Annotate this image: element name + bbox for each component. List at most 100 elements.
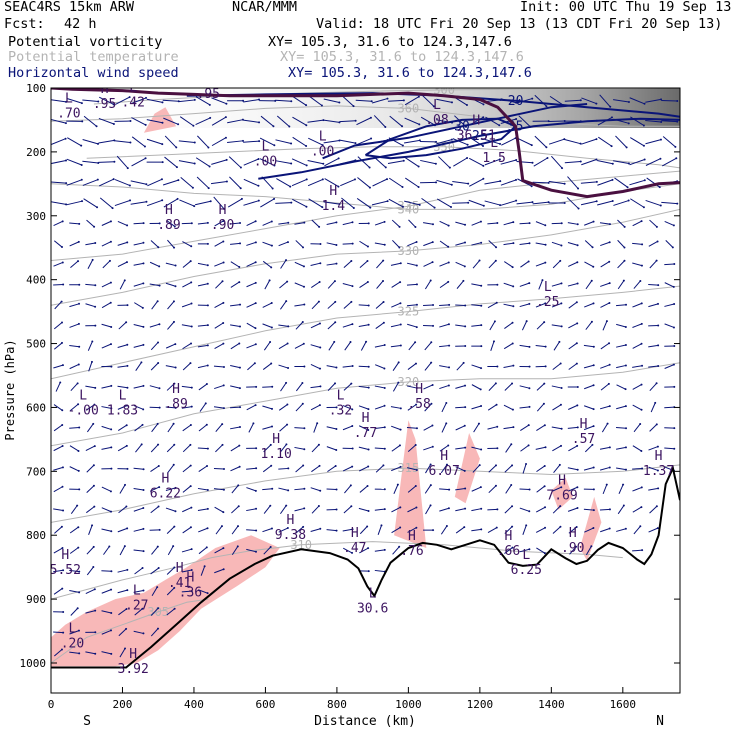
wind-arrow-head [511,546,514,549]
wind-arrow [54,526,63,534]
pv-shaded-regions [51,107,602,667]
wind-arrow-head [270,464,273,467]
wind-arrow [487,404,497,411]
wind-arrow [548,138,565,145]
extremum-value: 6.22 [150,487,181,502]
wind-arrow [279,281,288,289]
wind-arrow-head [627,162,630,165]
wind-arrow [392,239,400,248]
wind-arrow-head [321,144,324,147]
wind-arrow [117,261,128,267]
wind-arrow-head [126,343,129,346]
wind-arrow [87,341,93,351]
wind-arrow-head [639,525,642,528]
wind-arrow-head [368,186,371,189]
wind-arrow [69,526,79,534]
wind-arrow-head [610,116,613,119]
wind-arrow [392,362,400,371]
wind-arrow-head [126,568,129,571]
wind-arrow [645,158,661,166]
wind-arrow-head [189,485,192,488]
wind-arrow [599,94,611,108]
wind-arrow-head [161,143,164,146]
wind-arrow [117,344,128,348]
wind-arrow-head [190,325,193,328]
wind-arrow-head [173,443,176,446]
wind-arrow [115,96,130,105]
wind-arrow-head [238,342,241,345]
wind-arrow [324,157,339,167]
wind-arrow [182,343,192,350]
wind-arrow [214,322,224,329]
wind-arrow-head [271,487,274,490]
wind-arrow-head [92,545,95,548]
extremum-type: H [186,571,194,586]
wind-arrow [374,242,385,246]
wind-arrow-head [528,365,531,368]
wind-arrow [69,303,80,308]
wind-arrow [295,382,303,392]
wind-arrow-head [432,303,435,306]
wind-arrow [374,426,385,429]
wind-arrow-head [544,506,547,509]
x-end-label-right: N [656,714,664,729]
wind-arrow [181,324,192,328]
wind-arrow [503,343,513,350]
wind-arrow [133,549,144,552]
wind-arrow-head [592,527,595,530]
wind-arrow [119,484,126,494]
wind-arrow [473,423,480,433]
wind-arrow [308,137,323,146]
wind-arrow-head [94,609,97,612]
wind-arrow [388,177,403,188]
wind-arrow [632,486,642,492]
extremum-type: L [522,548,530,563]
wind-arrow-head [258,98,261,101]
wind-arrow [278,343,288,350]
wind-arrow [197,283,208,287]
wind-arrow [53,486,63,493]
extremum-value: .00 [311,145,334,160]
wind-arrow-head [576,282,579,285]
wind-arrow [551,324,562,327]
wind-arrow [358,385,369,389]
wind-arrow-head [417,95,420,98]
wind-arrow-head [349,341,352,344]
wind-arrow [468,199,484,207]
wind-arrow-head [627,122,630,125]
wind-arrow [167,464,175,474]
wind-arrow [488,383,497,391]
extremum-type: L [129,81,137,96]
wind-arrow-head [511,382,514,385]
wind-arrow-head [496,365,499,368]
wind-arrow [564,139,581,145]
wind-arrow [567,176,579,189]
wind-arrow-head [140,361,143,364]
wind-arrow [650,402,656,413]
wind-arrow-head [640,264,643,267]
wind-arrow [118,628,127,637]
wind-arrow-head [623,246,626,249]
wind-arrow [536,547,546,554]
wind-arrow-head [305,178,308,181]
wind-arrow [357,156,370,168]
wind-arrow-head [222,321,225,324]
wind-arrow-head [207,187,210,190]
wind-arrow-head [676,120,679,123]
wind-arrow-head [61,547,64,550]
wind-arrow-head [173,586,176,589]
extremum-value: .95 [197,87,220,102]
wind-arrow [535,242,546,246]
wind-arrow-head [659,204,662,207]
wind-arrow [664,303,675,307]
wind-arrow [198,589,208,594]
extremum-type: H [161,472,169,487]
wind-arrow [134,608,143,616]
extremum-type: L [65,91,73,106]
wind-arrow [167,239,175,248]
wind-arrow [66,158,82,166]
wind-arrow [327,465,336,473]
wind-arrow [101,629,112,635]
wind-arrow [505,484,512,494]
wind-arrow-head [223,208,226,211]
